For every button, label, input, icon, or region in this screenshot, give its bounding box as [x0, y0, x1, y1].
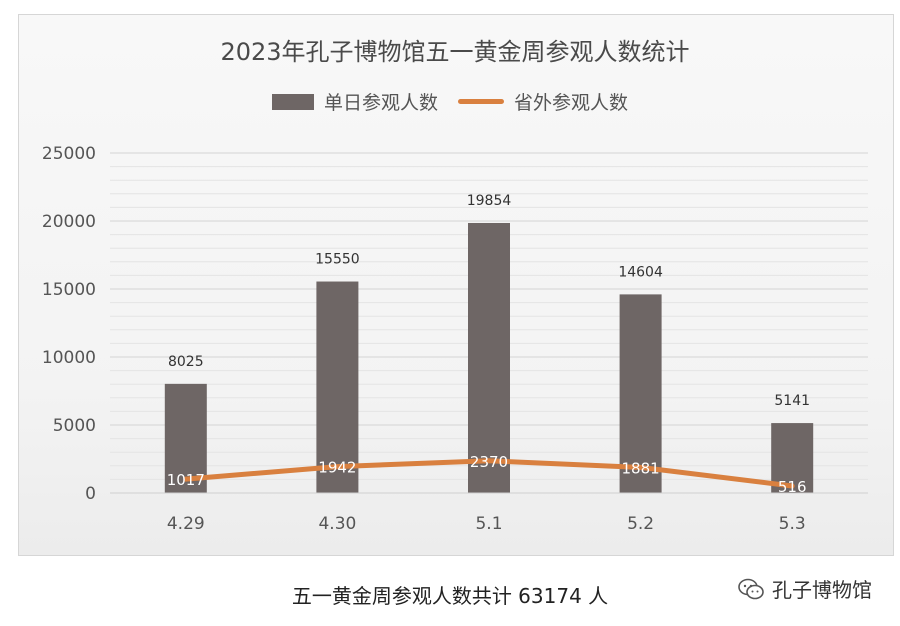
bar: [771, 423, 814, 493]
line-data-label: 2370: [470, 453, 508, 471]
watermark: 孔子博物馆: [738, 574, 872, 603]
chart-title: 2023年孔子博物馆五一黄金周参观人数统计: [220, 38, 690, 66]
x-tick-label: 4.29: [167, 514, 205, 534]
legend: 单日参观人数 省外参观人数: [0, 88, 900, 115]
bar-data-label: 19854: [467, 193, 512, 209]
y-tick-label: 10000: [42, 348, 96, 368]
y-tick-label: 5000: [53, 416, 96, 436]
wechat-icon: [738, 578, 764, 599]
line-series: 1017 1942 2370 1881 516: [167, 453, 807, 496]
bar-data-label: 8025: [168, 354, 204, 370]
line-data-label: 1881: [622, 459, 660, 477]
x-tick-label: 4.30: [318, 514, 356, 534]
bar: [468, 222, 510, 493]
x-tick-label: 5.1: [475, 514, 502, 534]
line-series-path: [183, 458, 795, 489]
watermark-text: 孔子博物馆: [772, 578, 872, 602]
x-tick-label: 5.2: [627, 514, 654, 534]
line-data-label: 516: [778, 478, 807, 496]
legend-label-line: 省外参观人数: [514, 92, 629, 114]
bar-data-label: 14604: [618, 264, 663, 280]
bar-data-label: 5141: [774, 393, 810, 409]
legend-item-bar: 单日参观人数: [271, 88, 438, 115]
bar: [164, 383, 207, 493]
legend-bar-swatch: [271, 93, 314, 110]
legend-label-bar: 单日参观人数: [323, 92, 438, 114]
bar-data-label: 15550: [315, 252, 360, 268]
line-data-label: 1942: [318, 459, 356, 477]
y-tick-label: 25000: [42, 144, 96, 164]
x-axis: 4.29 4.30 5.1 5.2 5.3: [110, 492, 868, 534]
line-data-label: 1017: [167, 471, 205, 489]
legend-item-line: 省外参观人数: [458, 88, 628, 115]
x-tick-label: 5.3: [779, 514, 806, 534]
total-caption: 五一黄金周参观人数共计 63174 人: [291, 584, 609, 608]
y-tick-label: 20000: [42, 212, 96, 232]
bars: 8025 15550 19854 14604 5141: [164, 193, 814, 493]
bar: [619, 294, 662, 493]
bar: [316, 281, 359, 493]
y-tick-label: 0: [85, 484, 96, 504]
y-axis: 0 5000 10000 15000 20000 25000: [42, 144, 96, 504]
y-tick-label: 15000: [42, 280, 96, 300]
legend-line-swatch: [458, 99, 504, 104]
